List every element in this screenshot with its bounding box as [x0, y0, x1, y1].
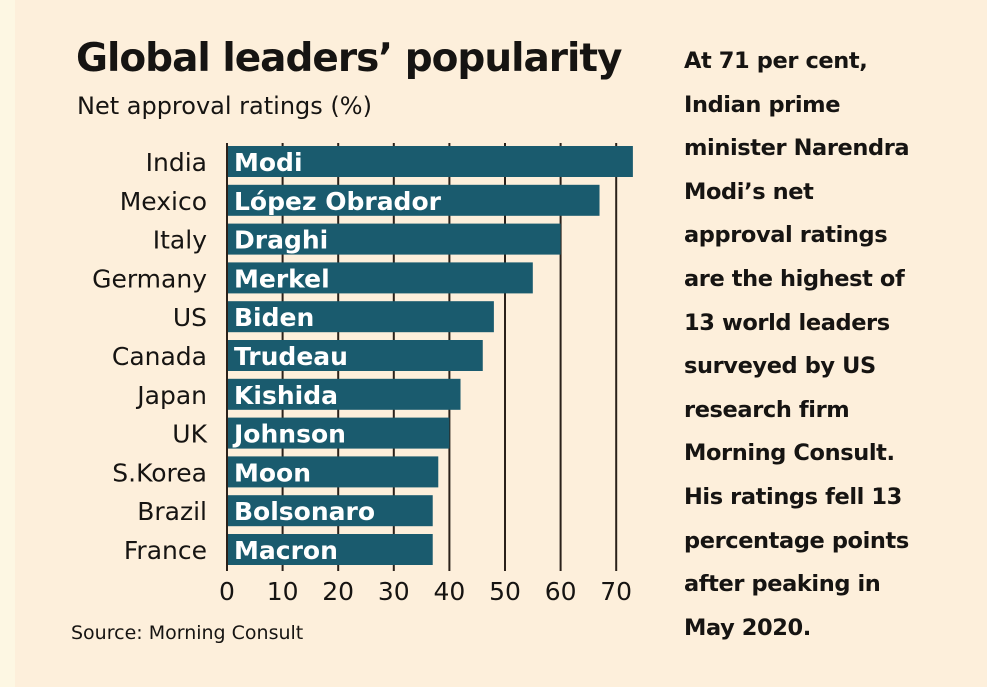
annotation-line: 13 world leaders	[684, 309, 890, 336]
country-label: Mexico	[120, 187, 207, 216]
left-edge-strip	[0, 0, 15, 687]
chart-title: Global leaders’ popularity	[76, 36, 622, 81]
bar	[228, 495, 433, 527]
annotation-line: Morning Consult.	[684, 440, 895, 467]
x-tick-label: 20	[322, 577, 354, 606]
annotation-line: percentage points	[684, 527, 909, 554]
country-label: S.Korea	[112, 458, 207, 487]
x-tick-label: 50	[489, 577, 521, 606]
country-label: France	[124, 536, 207, 565]
annotation-line: His ratings fell 13	[684, 483, 902, 510]
country-labels: India Mexico Italy Germany US Canada Japan UK S.…	[92, 148, 208, 565]
country-label: UK	[172, 420, 207, 449]
annotation-line: are the highest of	[684, 265, 905, 292]
x-tick-label: 30	[378, 577, 410, 606]
bar	[228, 146, 633, 177]
annotation-line: research firm	[684, 396, 850, 423]
x-tick-label: 40	[433, 577, 465, 606]
bar	[228, 456, 439, 488]
bar	[228, 301, 494, 333]
annotation-line: after peaking in	[684, 571, 881, 598]
annotation-line: minister Narendra	[684, 135, 910, 162]
country-label: India	[146, 148, 207, 177]
annotation-line: Indian prime	[684, 91, 841, 118]
leader-label: Modi	[234, 148, 303, 177]
x-tick-label: 70	[600, 577, 632, 606]
country-label: Japan	[135, 381, 207, 410]
x-tick-label: 0	[219, 577, 235, 606]
x-tick-labels: 0 10 20 30 40 50 60 70	[219, 577, 632, 606]
country-label: Brazil	[137, 497, 207, 526]
x-tick-label: 10	[267, 577, 299, 606]
leader-labels: Modi López Obrador Draghi Merkel Biden Trudea…	[232, 148, 442, 565]
leader-label: Merkel	[234, 264, 330, 293]
bar	[228, 378, 461, 410]
x-tick-label: 60	[545, 577, 577, 606]
leader-label: Trudeau	[234, 342, 348, 371]
bars	[228, 146, 633, 565]
bar	[228, 184, 600, 216]
bar	[228, 340, 483, 371]
chart-subtitle: Net approval ratings (%)	[77, 92, 372, 120]
bar	[228, 417, 450, 449]
country-label: Canada	[112, 342, 207, 371]
source-note: Source: Morning Consult	[71, 622, 304, 644]
annotation-text: At 71 per cent, Indian prime minister Nare…	[684, 40, 984, 650]
leader-label: Moon	[234, 458, 311, 487]
leader-label: Kishida	[234, 381, 338, 410]
annotation-line: May 2020.	[684, 614, 811, 641]
bar	[228, 262, 533, 294]
annotation-line: surveyed by US	[684, 353, 876, 380]
leader-label: López Obrador	[234, 187, 442, 216]
leader-label: Biden	[234, 303, 314, 332]
bar	[228, 223, 561, 255]
country-label: Italy	[153, 226, 207, 255]
leader-label: Macron	[234, 536, 338, 565]
annotation-line: Modi’s net	[684, 178, 814, 205]
leader-label: Bolsonaro	[234, 497, 375, 526]
annotation-line: At 71 per cent,	[684, 48, 868, 74]
bar	[228, 534, 433, 565]
country-label: Germany	[92, 264, 207, 293]
annotation-line: approval ratings	[684, 222, 888, 249]
country-label: US	[173, 303, 207, 332]
leader-label: Draghi	[234, 226, 328, 255]
leader-label: Johnson	[232, 420, 346, 449]
